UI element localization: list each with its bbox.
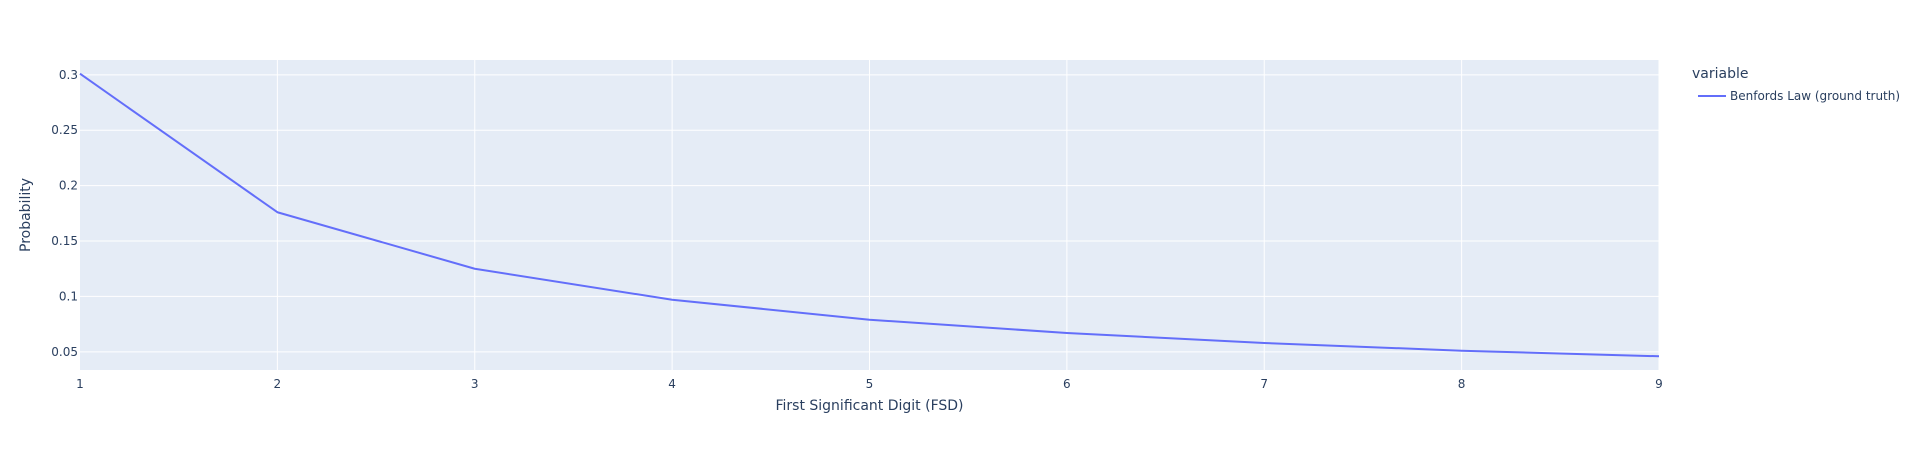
x-tick-label: 3 [471,377,479,391]
y-tick-label: 0.1 [59,289,78,303]
x-tick-label: 4 [668,377,676,391]
x-tick-label: 7 [1260,377,1268,391]
legend[interactable]: variable Benfords Law (ground truth) [1692,66,1900,103]
x-tick-label: 2 [274,377,282,391]
y-tick-label: 0.2 [59,179,78,193]
x-axis-tick-labels: 1 2 3 4 5 6 7 8 9 [76,377,1663,391]
series-layer [79,72,1660,358]
legend-items[interactable]: Benfords Law (ground truth) [1698,89,1900,103]
vertical-gridlines [276,60,1660,370]
y-tick-label: 0.25 [51,123,78,137]
y-tick-label: 0.05 [51,345,78,359]
x-tick-label: 1 [76,377,84,391]
x-axis-title: First Significant Digit (FSD) [775,398,963,414]
y-tick-label: 0.15 [51,234,78,248]
y-axis-title: Probability [18,178,34,252]
series-line[interactable] [79,72,1660,358]
legend-title: variable [1692,66,1748,82]
legend-item-label[interactable]: Benfords Law (ground truth) [1730,89,1900,103]
horizontal-gridlines [80,74,1659,353]
x-tick-label: 6 [1063,377,1071,391]
y-axis-tick-labels: 0.05 0.1 0.15 0.2 0.25 0.3 [51,68,78,359]
x-tick-label: 5 [866,377,874,391]
x-tick-label: 9 [1655,377,1663,391]
y-tick-label: 0.3 [59,68,78,82]
x-tick-label: 8 [1458,377,1466,391]
